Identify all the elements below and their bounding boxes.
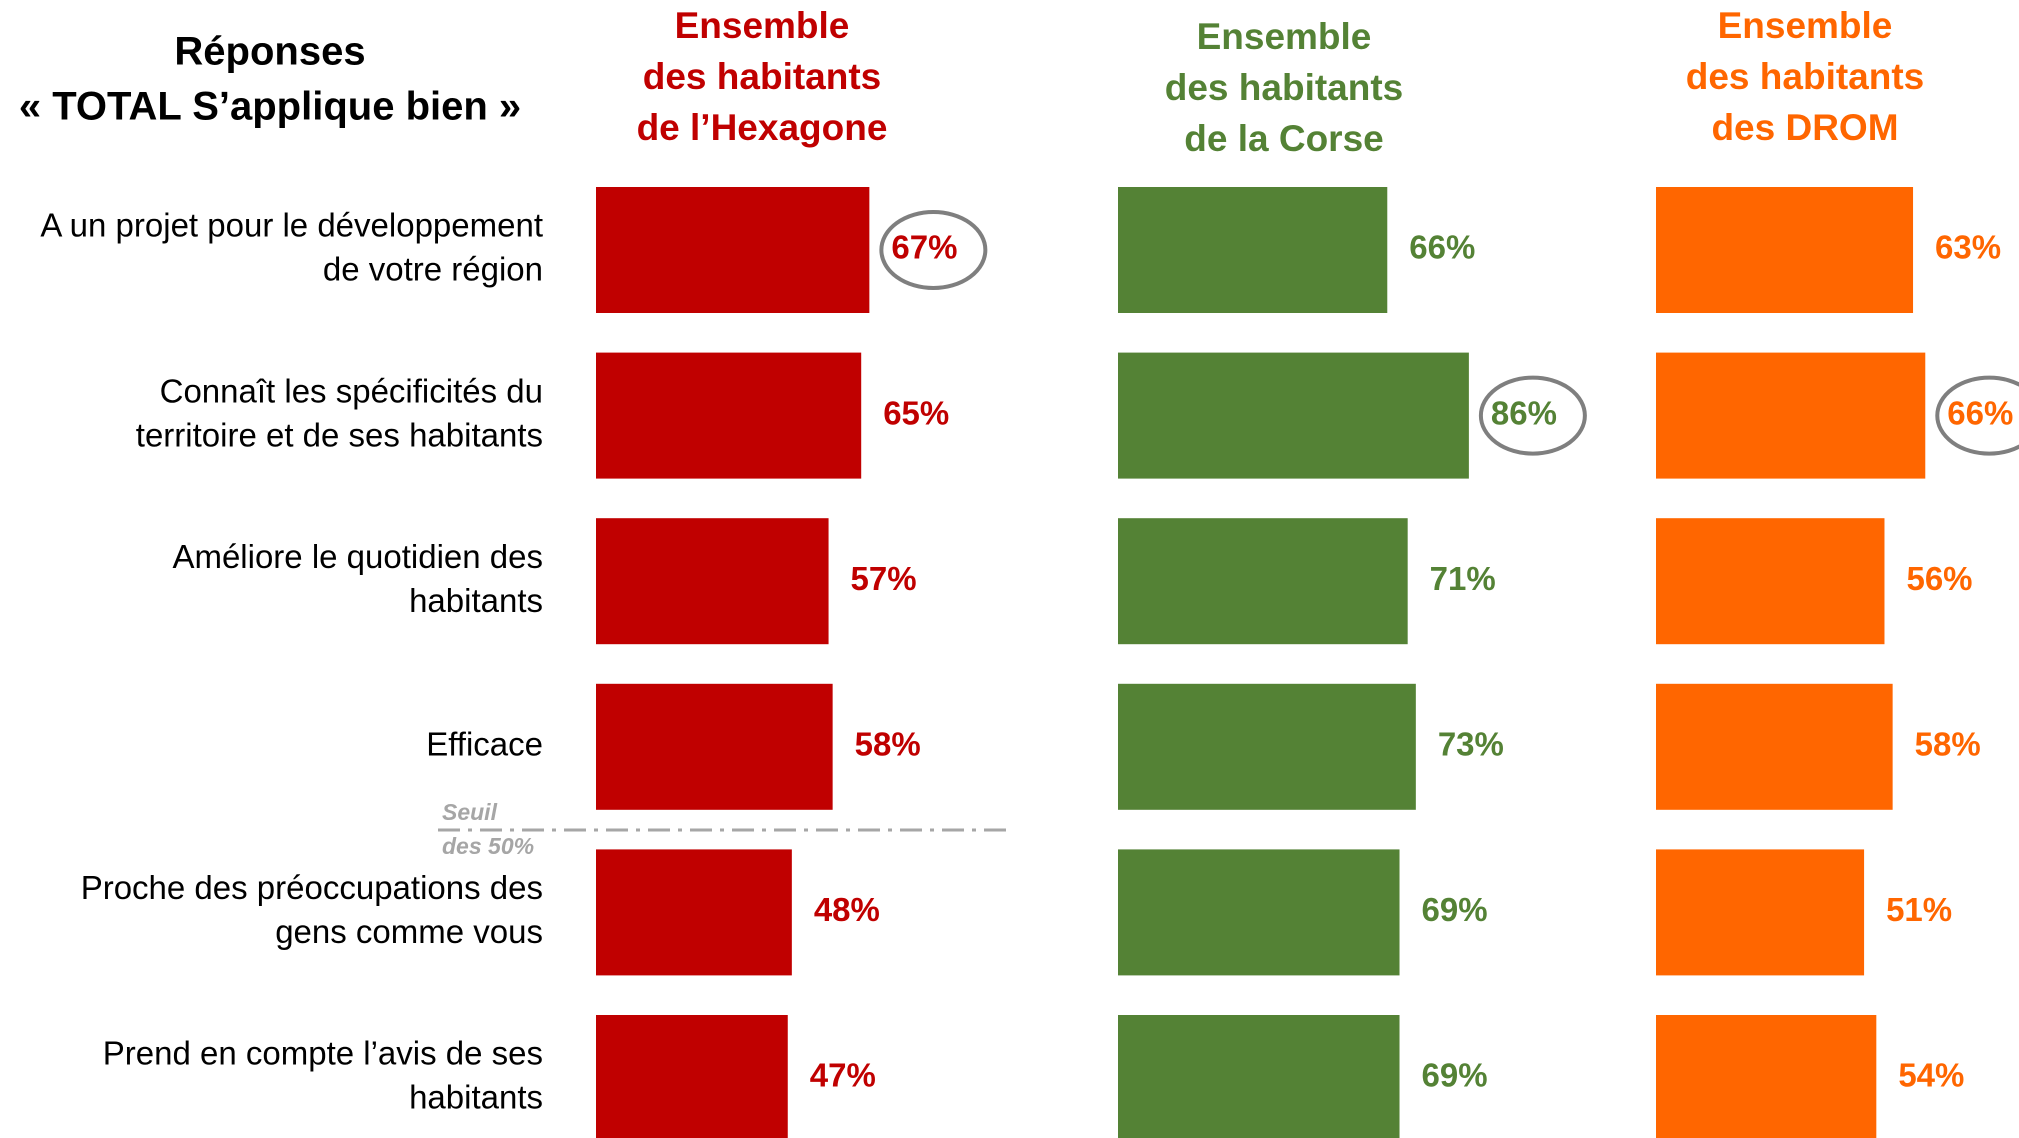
value-label: 67% [891, 229, 957, 266]
category-label: habitants [409, 1079, 543, 1116]
value-label: 48% [814, 891, 880, 928]
value-label: 54% [1898, 1057, 1964, 1094]
bar [1118, 849, 1400, 976]
bar [1656, 518, 1885, 645]
value-label: 57% [851, 560, 917, 597]
series-header: Ensemble [1718, 5, 1893, 46]
category-label: habitants [409, 582, 543, 619]
bar [1118, 1015, 1400, 1138]
bar [596, 518, 829, 645]
bar [1118, 187, 1388, 313]
value-label: 58% [855, 726, 921, 763]
bar [596, 849, 792, 976]
series-header: Ensemble [675, 5, 850, 46]
value-label: 47% [810, 1057, 876, 1094]
category-label: de votre région [323, 251, 543, 288]
category-label: A un projet pour le développement [40, 207, 543, 244]
series-header: des DROM [1711, 107, 1898, 148]
series-header: Ensemble [1197, 16, 1372, 57]
highlight-circle [1935, 375, 2019, 456]
bar [1656, 187, 1914, 313]
series-header: des habitants [1165, 67, 1404, 108]
series-header: des habitants [1686, 56, 1925, 97]
bar [1118, 518, 1408, 645]
series-header: des habitants [643, 56, 882, 97]
bar [1656, 849, 1865, 976]
bar [1656, 352, 1926, 479]
highlight-circle [1478, 375, 1587, 456]
value-label: 73% [1438, 726, 1504, 763]
category-label: Connaît les spécificités du [160, 372, 543, 409]
category-label: gens comme vous [275, 913, 543, 950]
chart-title: « TOTAL S’applique bien » [19, 85, 521, 129]
series-header: de la Corse [1184, 118, 1383, 159]
bar [596, 187, 870, 313]
annotation: Seuil [442, 799, 498, 825]
series-header: de l’Hexagone [637, 107, 888, 148]
value-label: 65% [883, 394, 949, 431]
annotation: des 50% [442, 833, 534, 859]
bar [1656, 683, 1893, 810]
value-label: 56% [1906, 560, 1972, 597]
bar [596, 1015, 788, 1138]
bar [1656, 1015, 1877, 1138]
highlight-circle [879, 210, 988, 290]
category-label: Améliore le quotidien des [172, 538, 543, 575]
category-label: Prend en compte l’avis de ses [103, 1035, 543, 1072]
bar [1118, 683, 1416, 810]
bar [1118, 352, 1469, 479]
value-label: 66% [1409, 229, 1475, 266]
value-label: 69% [1422, 891, 1488, 928]
bar [596, 683, 833, 810]
value-label: 58% [1915, 726, 1981, 763]
bar [596, 352, 862, 479]
value-label: 66% [1947, 394, 2013, 431]
category-label: Proche des préoccupations des [81, 869, 543, 906]
chart-title: Réponses [174, 30, 365, 74]
category-label: territoire et de ses habitants [136, 416, 543, 453]
value-label: 69% [1422, 1057, 1488, 1094]
value-label: 63% [1935, 229, 2001, 266]
value-label: 51% [1886, 891, 1952, 928]
value-label: 86% [1491, 394, 1557, 431]
category-label: Efficace [426, 726, 543, 763]
value-label: 71% [1430, 560, 1496, 597]
